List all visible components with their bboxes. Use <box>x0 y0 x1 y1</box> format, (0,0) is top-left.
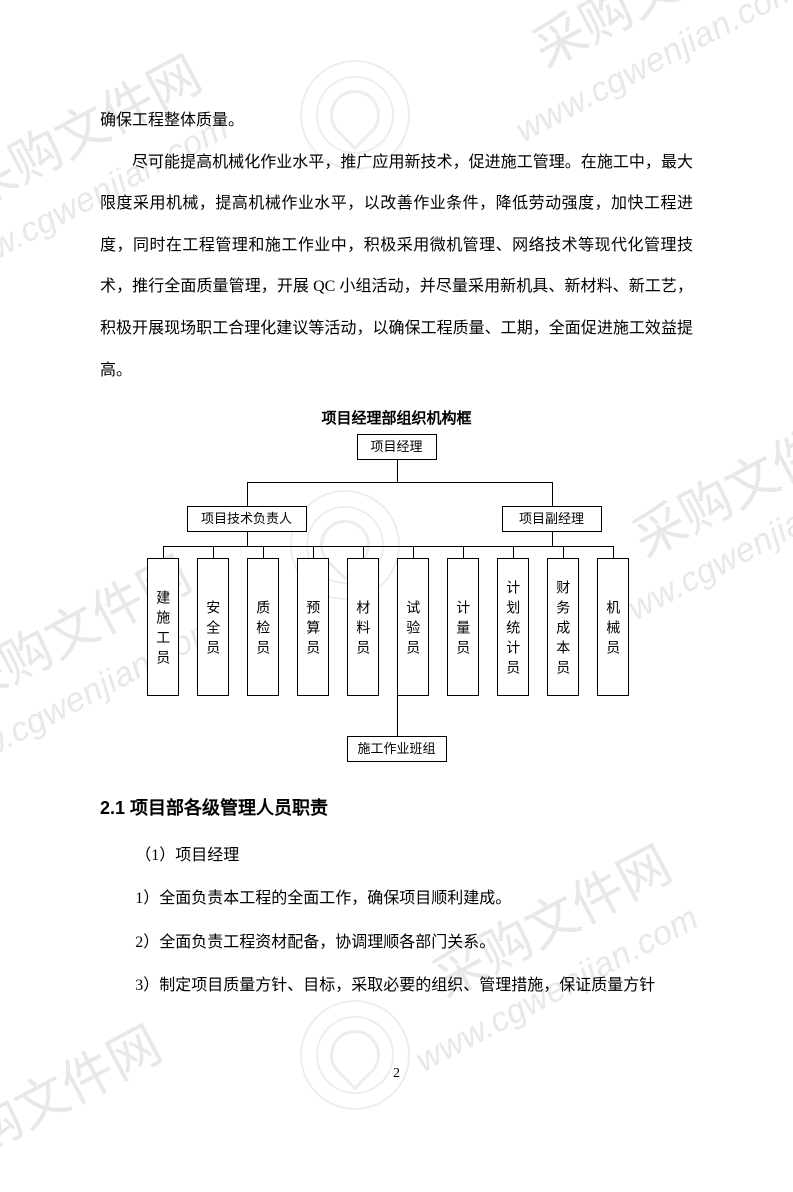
org-node: 项目经理 <box>357 434 437 460</box>
org-node: 项目副经理 <box>502 506 602 532</box>
org-node: 材料员 <box>347 558 379 696</box>
org-node: 财务成本员 <box>547 558 579 696</box>
section-heading: 2.1 项目部各级管理人员职责 <box>100 794 693 820</box>
paragraph-2: 尽可能提高机械化作业水平，推广应用新技术，促进施工管理。在施工中，最大限度采用机… <box>100 142 693 392</box>
org-node: 施工作业班组 <box>347 736 447 762</box>
page-number: 2 <box>0 1066 793 1082</box>
org-node: 试验员 <box>397 558 429 696</box>
paragraph-1: 确保工程整体质量。 <box>100 100 693 142</box>
org-node: 机械员 <box>597 558 629 696</box>
org-node: 质检员 <box>247 558 279 696</box>
org-chart-title: 项目经理部组织机构框 <box>132 407 662 428</box>
subheading: （1）项目经理 <box>100 834 693 877</box>
list-item: 3）制定项目质量方针、目标，采取必要的组织、管理措施，保证质量方针 <box>100 964 693 1007</box>
org-node: 安全员 <box>197 558 229 696</box>
org-node: 项目技术负责人 <box>187 506 307 532</box>
body-text: 确保工程整体质量。 尽可能提高机械化作业水平，推广应用新技术，促进施工管理。在施… <box>100 100 693 391</box>
org-chart: 项目经理部组织机构框 项目经理项目技术负责人 项目副经理建施工员安全员质检员预算员… <box>132 407 662 774</box>
list-item: 1）全面负责本工程的全面工作，确保项目顺利建成。 <box>100 877 693 920</box>
responsibility-list: （1）项目经理 1）全面负责本工程的全面工作，确保项目顺利建成。 2）全面负责工… <box>100 834 693 1007</box>
org-node: 预算员 <box>297 558 329 696</box>
org-node: 计划统计员 <box>497 558 529 696</box>
list-item: 2）全面负责工程资材配备，协调理顺各部门关系。 <box>100 921 693 964</box>
org-node: 计量员 <box>447 558 479 696</box>
org-node: 建施工员 <box>147 558 179 696</box>
